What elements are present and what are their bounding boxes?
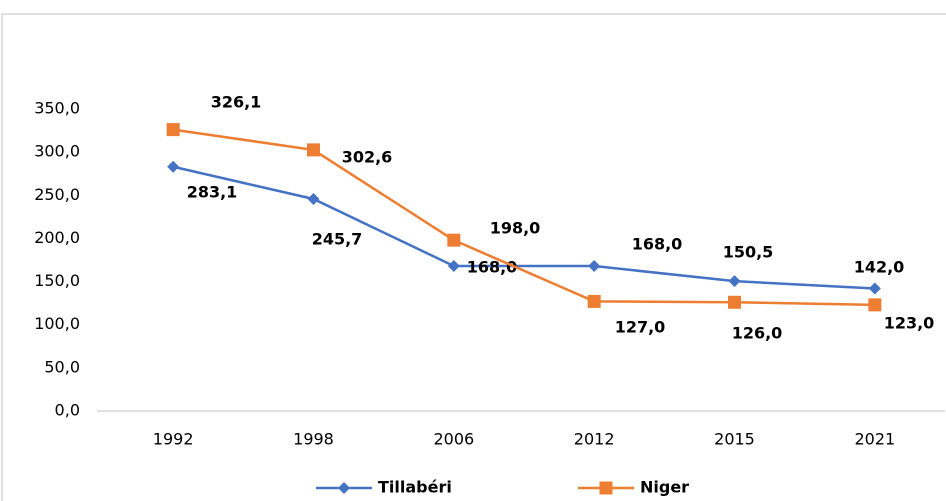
- x-tick-label: 2021: [854, 430, 895, 449]
- data-label: 150,5: [723, 243, 774, 262]
- point-marker: [307, 192, 320, 205]
- point-marker: [588, 260, 601, 273]
- data-label: 283,1: [187, 183, 238, 202]
- y-tick-label: 350,0: [34, 99, 80, 118]
- point-marker: [447, 233, 461, 247]
- x-tick-label: 1992: [153, 430, 194, 449]
- legend-marker: [599, 481, 613, 495]
- data-label: 198,0: [490, 219, 541, 238]
- data-label: 245,7: [312, 230, 363, 249]
- point-marker: [166, 123, 180, 137]
- point-marker: [868, 298, 882, 312]
- legend-marker: [338, 482, 350, 494]
- series-line: [172, 165, 875, 290]
- x-tick-label: 1998: [293, 430, 334, 449]
- point-marker: [447, 260, 460, 273]
- data-label: 126,0: [732, 324, 783, 343]
- point-marker: [868, 282, 881, 295]
- y-tick-label: 150,0: [34, 271, 80, 290]
- data-label: 142,0: [854, 258, 905, 277]
- chart-frame: [1, 13, 946, 501]
- y-tick-label: 200,0: [34, 228, 80, 247]
- x-tick-label: 2015: [714, 430, 755, 449]
- series-line: [172, 128, 875, 307]
- point-marker: [307, 143, 320, 157]
- point-marker: [167, 160, 180, 173]
- point-marker: [728, 295, 741, 309]
- x-tick-label: 2012: [574, 430, 615, 449]
- point-marker: [587, 294, 601, 308]
- x-tick-label: 2006: [433, 430, 474, 449]
- y-tick-label: 250,0: [34, 185, 80, 204]
- data-label: 326,1: [211, 93, 262, 112]
- y-tick-label: 0,0: [55, 401, 80, 420]
- y-tick-label: 100,0: [34, 314, 80, 333]
- y-tick-label: 300,0: [34, 142, 80, 161]
- legend-label: Tillabéri: [378, 478, 452, 497]
- data-label: 168,0: [632, 235, 683, 254]
- data-label: 302,6: [342, 148, 393, 167]
- legend-label: Niger: [640, 478, 689, 497]
- data-label: 127,0: [615, 318, 666, 337]
- point-marker: [728, 275, 741, 288]
- y-tick-label: 50,0: [44, 357, 80, 376]
- data-label: 123,0: [884, 314, 935, 333]
- data-label: 168,0: [467, 258, 518, 277]
